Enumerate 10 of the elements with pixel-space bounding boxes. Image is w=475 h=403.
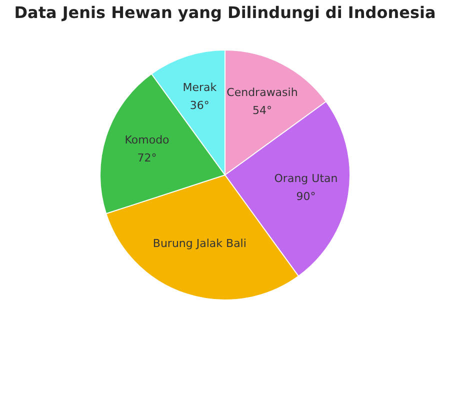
slice-label: Merak: [182, 81, 218, 94]
data-label: 90°: [296, 190, 316, 203]
slice-label: Komodo: [124, 134, 170, 147]
slice-label: Orang Utan: [274, 172, 338, 185]
slice-label: Cendrawasih: [226, 86, 298, 99]
slice-label: Burung Jalak Bali: [152, 236, 246, 250]
data-label: 54°: [252, 104, 272, 117]
chart-title: Data Jenis Hewan yang Dilindungi di Indonesia: [14, 3, 436, 22]
data-label: 36°: [190, 99, 210, 112]
data-label: 72°: [137, 152, 157, 165]
